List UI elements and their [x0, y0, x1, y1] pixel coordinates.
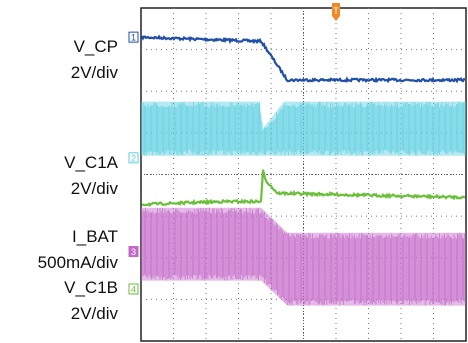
vc1b-label: V_C1B: [64, 278, 118, 297]
vc1b-scale-label: 2V/div: [70, 304, 118, 323]
channel-marker-label: 2: [131, 153, 136, 163]
ch2-noise: [141, 101, 466, 156]
vcp-label: V_CP: [73, 37, 118, 56]
vcp-scale-label: 2V/div: [70, 63, 118, 82]
vc1a-scale-label: 2V/div: [70, 179, 118, 198]
trigger-marker: [332, 3, 340, 21]
channel-marker-label: 4: [131, 284, 136, 294]
channel-marker-1: [128, 31, 139, 43]
vc1a-label: V_C1A: [64, 153, 118, 172]
channel-marker-label: 3: [131, 247, 136, 257]
channel-marker-label: 1: [131, 33, 136, 43]
ch4-noise: [141, 207, 466, 306]
ch1-trace: [140, 34, 466, 84]
ibat-scale-label: 500mA/div: [37, 253, 118, 272]
trigger-marker-label: T: [333, 6, 339, 16]
ibat-label: I_BAT: [72, 227, 118, 246]
channel-marker-4: [128, 283, 139, 295]
ch3-trace: [141, 169, 466, 208]
channel-marker-3: [128, 246, 139, 258]
channel-marker-2: [128, 152, 139, 164]
